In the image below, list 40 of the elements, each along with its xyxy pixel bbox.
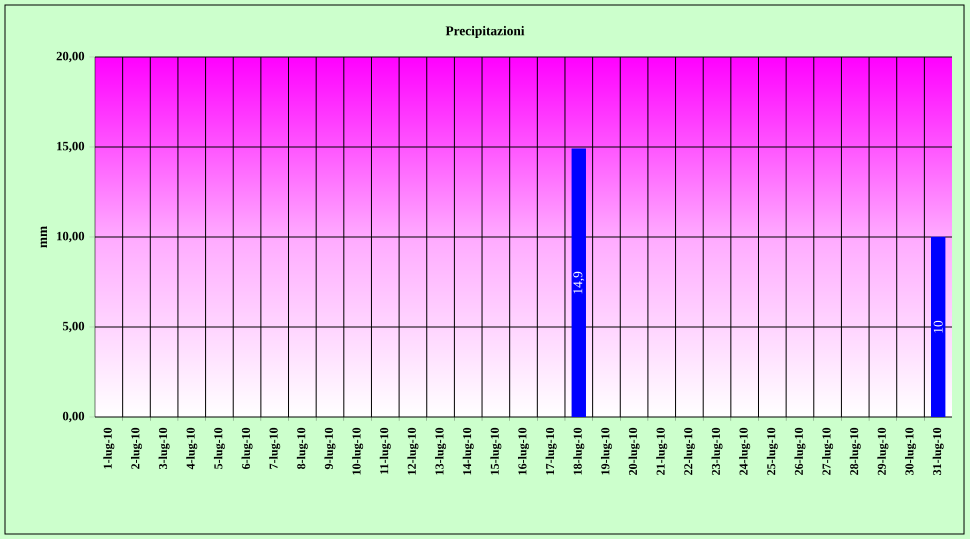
y-tick-label: 5,00 bbox=[62, 322, 84, 332]
x-tick-label: 20-lug-10 bbox=[628, 428, 640, 475]
x-tick-label: 28-lug-10 bbox=[850, 428, 861, 475]
x-tick-label: 4-lug-10 bbox=[186, 428, 198, 470]
data-label: 10 bbox=[934, 320, 943, 332]
x-tick-label: 30-lug-10 bbox=[905, 428, 916, 475]
x-tick-label: 29-lug-10 bbox=[877, 428, 888, 475]
x-tick-label: 27-lug-10 bbox=[822, 428, 834, 475]
x-tick-label: 9-lug-10 bbox=[324, 428, 336, 470]
y-axis-title: mm bbox=[40, 226, 47, 248]
x-tick-label: 8-lug-10 bbox=[296, 428, 308, 470]
x-tick-label: 7-lug-10 bbox=[269, 428, 280, 469]
x-tick-label: 13-lug-10 bbox=[435, 428, 446, 474]
x-tick-label: 31-lug-10 bbox=[932, 428, 944, 475]
x-tick-label: 18-lug-10 bbox=[573, 428, 584, 474]
data-label: 14,9 bbox=[573, 272, 584, 294]
x-tick-label: 21-lug-10 bbox=[656, 428, 668, 475]
x-tick-label: 2-lug-10 bbox=[130, 428, 142, 469]
x-tick-label: 26-lug-10 bbox=[794, 428, 806, 475]
x-tick-label: 22-lug-10 bbox=[684, 428, 695, 475]
x-tick-label: 6-lug-10 bbox=[242, 428, 253, 469]
chart-title: Precipitazioni bbox=[446, 26, 524, 38]
y-tick-label: 0,00 bbox=[62, 412, 84, 422]
x-tick-label: 24-lug-10 bbox=[739, 428, 750, 475]
x-tick-label: 11-lug-10 bbox=[380, 428, 391, 474]
y-tick-label: 20,00 bbox=[56, 52, 84, 62]
x-tick-label: 25-lug-10 bbox=[766, 428, 778, 475]
x-tick-label: 12-lug-10 bbox=[407, 428, 418, 474]
x-tick-label: 16-lug-10 bbox=[518, 428, 529, 474]
x-tick-label: 10-lug-10 bbox=[352, 428, 364, 474]
x-tick-label: 23-lug-10 bbox=[712, 428, 723, 475]
x-tick-label: 5-lug-10 bbox=[214, 428, 225, 469]
x-tick-label: 1-lug-10 bbox=[103, 428, 114, 468]
x-tick-label: 17-lug-10 bbox=[546, 428, 557, 474]
x-tick-label: 3-lug-10 bbox=[158, 428, 170, 469]
x-tick-label: 14-lug-10 bbox=[462, 428, 474, 474]
y-tick-label: 15,00 bbox=[57, 142, 84, 152]
x-tick-label: 15-lug-10 bbox=[490, 428, 502, 474]
x-tick-label: 19-lug-10 bbox=[600, 428, 612, 474]
y-tick-label: 10,00 bbox=[57, 232, 84, 242]
